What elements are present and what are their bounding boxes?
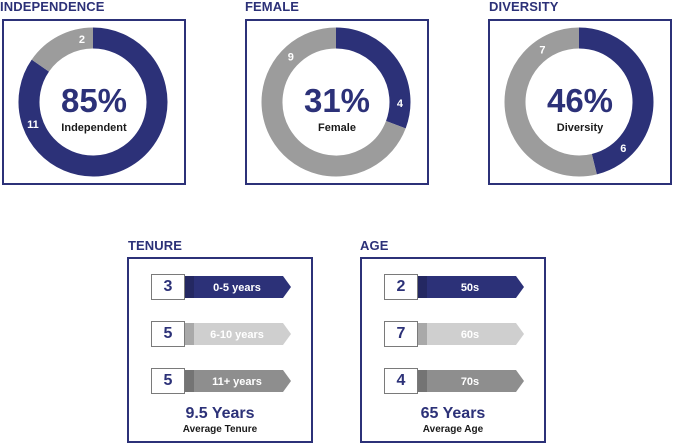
bar-arrow-shade: [418, 370, 427, 392]
independence-donut: 11 2: [18, 27, 168, 177]
donut-segment-label: 4: [397, 98, 404, 110]
tenure-count: 5: [151, 368, 185, 394]
donut-segment: [18, 27, 168, 177]
tenure-count: 3: [151, 274, 185, 300]
donut-segment-label: 7: [539, 45, 545, 57]
tenure-title: TENURE: [128, 238, 183, 253]
bar-label: 60s: [461, 329, 479, 341]
age-bar: 50s: [418, 276, 524, 298]
independence-label: Independent: [61, 122, 127, 134]
donut-segment: [504, 27, 597, 177]
age-count: 4: [384, 368, 418, 394]
donut-segment: [578, 27, 654, 175]
tenure-summary-label: Average Tenure: [182, 424, 258, 435]
independence-title: INDEPENDENCE: [0, 0, 105, 14]
age-title: AGE: [360, 238, 389, 253]
female-title: FEMALE: [245, 0, 300, 14]
bar-label: 70s: [461, 376, 479, 388]
tenure-card: 3 0-5 years 5 6-10 years 5 11+ years 9.5…: [127, 257, 313, 443]
bar-arrow-shade: [418, 323, 427, 345]
age-count: 2: [384, 274, 418, 300]
bar-label: 50s: [461, 282, 479, 294]
donut-segment-label: 6: [620, 143, 626, 155]
bar-arrow-shade: [418, 276, 427, 298]
bar-arrow: [418, 370, 524, 392]
tenure-row: 3 0-5 years: [151, 274, 291, 300]
bar-label: 11+ years: [212, 376, 262, 388]
diversity-donut: 67: [504, 27, 654, 177]
diversity-percent: 46%: [546, 82, 614, 119]
donut-segment: [31, 27, 94, 72]
age-summary-value: 65 Years: [420, 405, 486, 422]
tenure-row: 5 6-10 years: [151, 321, 291, 347]
tenure-summary-value: 9.5 Years: [185, 405, 255, 422]
age-bar: 60s: [418, 323, 524, 345]
bar-arrow-shade: [185, 276, 194, 298]
tenure-bar: 6-10 years: [185, 323, 291, 345]
age-count: 7: [384, 321, 418, 347]
female-label: Female: [318, 122, 356, 134]
bar-label: 0-5 years: [213, 282, 261, 294]
bar-arrow: [185, 370, 291, 392]
tenure-bar: 0-5 years: [185, 276, 291, 298]
age-card: 2 50s 7 60s 4 70s 65 Years Average Age: [360, 257, 546, 443]
donut-segment-label: 9: [288, 52, 294, 64]
donut-segment-label: 11: [27, 119, 39, 131]
female-donut: 49: [261, 27, 411, 177]
bar-arrow-shade: [185, 370, 194, 392]
donut-segment: [261, 27, 406, 177]
bar-arrow-shade: [185, 323, 194, 345]
bar-label: 6-10 years: [210, 329, 264, 341]
independence-card: 11 2 85% Independent: [2, 19, 186, 185]
bar-arrow: [185, 323, 291, 345]
bar-arrow: [418, 323, 524, 345]
bar-arrow: [185, 276, 291, 298]
tenure-bar: 11+ years: [185, 370, 291, 392]
tenure-row: 5 11+ years: [151, 368, 291, 394]
age-row: 2 50s: [384, 274, 524, 300]
diversity-title: DIVERSITY: [489, 0, 559, 14]
donut-segment: [335, 27, 411, 129]
tenure-count: 5: [151, 321, 185, 347]
age-summary-label: Average Age: [422, 424, 484, 435]
age-bar: 70s: [418, 370, 524, 392]
age-row: 4 70s: [384, 368, 524, 394]
donut-segment-label: 2: [79, 34, 85, 46]
diversity-label: Diversity: [556, 122, 604, 134]
bar-arrow: [418, 276, 524, 298]
age-row: 7 60s: [384, 321, 524, 347]
independence-percent: 85%: [60, 82, 128, 119]
female-percent: 31%: [303, 82, 371, 119]
